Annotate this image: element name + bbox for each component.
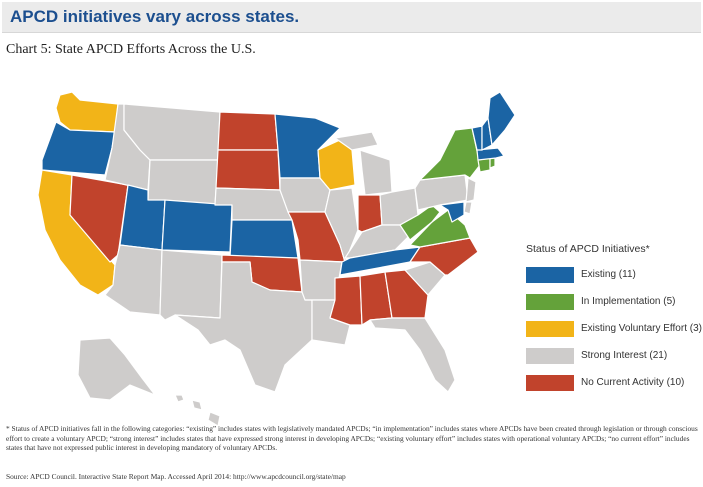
- state-de[interactable]: [463, 201, 473, 215]
- legend-label: In Implementation (5): [581, 296, 676, 307]
- state-hi[interactable]: [174, 394, 221, 427]
- header-title: APCD initiatives vary across states.: [10, 7, 300, 26]
- legend-swatch: [526, 321, 574, 337]
- legend-label: Existing Voluntary Effort (3): [581, 323, 702, 334]
- us-map: [30, 80, 520, 460]
- state-ks[interactable]: [229, 219, 299, 259]
- state-md[interactable]: [439, 201, 465, 223]
- state-sd[interactable]: [215, 149, 281, 191]
- state-nd[interactable]: [217, 111, 279, 151]
- state-nj[interactable]: [465, 177, 477, 203]
- state-ny[interactable]: [419, 127, 481, 181]
- state-mi[interactable]: [334, 131, 393, 196]
- state-wy[interactable]: [147, 159, 219, 206]
- state-wv[interactable]: [399, 204, 441, 241]
- state-ia[interactable]: [279, 177, 331, 213]
- state-me[interactable]: [487, 91, 516, 146]
- legend-title: Status of APCD Initiatives*: [526, 243, 650, 255]
- state-ga[interactable]: [384, 269, 429, 319]
- state-co[interactable]: [161, 199, 233, 253]
- state-ms[interactable]: [329, 275, 363, 326]
- legend-label: Existing (11): [581, 269, 636, 280]
- header-bar: APCD initiatives vary across states.: [2, 2, 701, 33]
- chart-title: Chart 5: State APCD Efforts Across the U…: [6, 42, 256, 57]
- state-nm[interactable]: [159, 249, 223, 321]
- legend-label: Strong Interest (21): [581, 350, 668, 361]
- state-ri[interactable]: [489, 157, 496, 169]
- legend-swatch: [526, 375, 574, 391]
- state-tx[interactable]: [174, 261, 313, 393]
- legend-swatch: [526, 267, 574, 283]
- legend-swatch: [526, 294, 574, 310]
- state-fl[interactable]: [369, 317, 456, 393]
- legend-swatch: [526, 348, 574, 364]
- state-ma[interactable]: [476, 147, 505, 161]
- source-note: Source: APCD Council. Interactive State …: [6, 472, 346, 481]
- state-ak[interactable]: [77, 337, 156, 401]
- footnote: * Status of APCD initiatives fall in the…: [6, 424, 698, 453]
- state-wa[interactable]: [55, 91, 119, 133]
- legend-label: No Current Activity (10): [581, 377, 685, 388]
